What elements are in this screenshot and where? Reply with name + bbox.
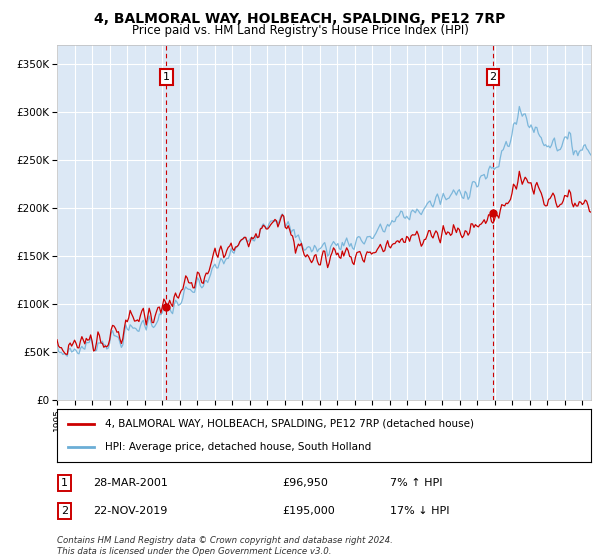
Text: 4, BALMORAL WAY, HOLBEACH, SPALDING, PE12 7RP: 4, BALMORAL WAY, HOLBEACH, SPALDING, PE1… [94, 12, 506, 26]
Text: 22-NOV-2019: 22-NOV-2019 [93, 506, 167, 516]
Text: 1: 1 [163, 72, 170, 82]
Text: 7% ↑ HPI: 7% ↑ HPI [390, 478, 443, 488]
Text: £195,000: £195,000 [282, 506, 335, 516]
Text: 28-MAR-2001: 28-MAR-2001 [93, 478, 168, 488]
Text: 4, BALMORAL WAY, HOLBEACH, SPALDING, PE12 7RP (detached house): 4, BALMORAL WAY, HOLBEACH, SPALDING, PE1… [105, 419, 474, 429]
Text: 2: 2 [61, 506, 68, 516]
Text: 1: 1 [61, 478, 68, 488]
Text: £96,950: £96,950 [282, 478, 328, 488]
Text: 2: 2 [490, 72, 497, 82]
Text: HPI: Average price, detached house, South Holland: HPI: Average price, detached house, Sout… [105, 442, 371, 452]
Text: Contains HM Land Registry data © Crown copyright and database right 2024.
This d: Contains HM Land Registry data © Crown c… [57, 536, 393, 556]
Text: 17% ↓ HPI: 17% ↓ HPI [390, 506, 449, 516]
Text: Price paid vs. HM Land Registry's House Price Index (HPI): Price paid vs. HM Land Registry's House … [131, 24, 469, 36]
